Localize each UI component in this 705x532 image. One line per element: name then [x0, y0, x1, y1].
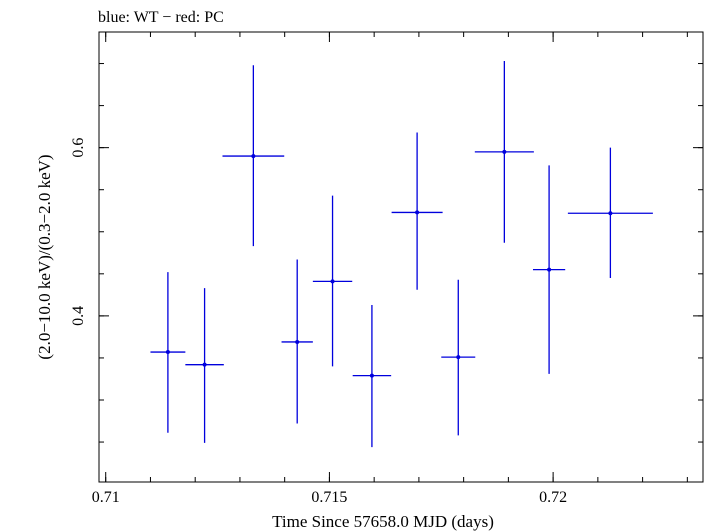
- chart-title: blue: WT − red: PC: [98, 9, 224, 26]
- data-point: [567, 147, 653, 279]
- point-marker: [502, 149, 507, 154]
- data-point: [312, 195, 353, 367]
- data-point: [391, 132, 443, 290]
- point-marker: [547, 267, 552, 272]
- x-tick-label: 0.715: [311, 489, 347, 506]
- data-point: [150, 272, 186, 433]
- point-marker: [608, 211, 613, 216]
- point-marker: [295, 339, 300, 344]
- point-marker: [456, 355, 461, 360]
- point-marker: [165, 350, 170, 355]
- point-marker: [251, 154, 256, 159]
- point-marker: [369, 373, 374, 378]
- data-points: [150, 61, 653, 448]
- point-marker: [330, 279, 335, 284]
- y-tick-label: 0.4: [70, 306, 87, 326]
- x-tick-label: 0.72: [539, 489, 567, 506]
- data-point: [441, 279, 476, 436]
- data-point: [352, 304, 392, 448]
- data-point: [222, 65, 285, 247]
- y-tick-label: 0.6: [70, 138, 87, 158]
- x-tick-label: 0.71: [92, 489, 120, 506]
- data-point: [185, 288, 224, 443]
- data-point: [532, 165, 566, 374]
- plot-frame: [98, 31, 704, 483]
- axis-ticks: 0.71 0.715 0.72 0.4 0.6: [70, 32, 703, 506]
- data-point: [281, 259, 313, 424]
- point-marker: [202, 362, 207, 367]
- y-axis-label: (2.0−10.0 keV)/(0.3−2.0 keV): [35, 154, 54, 359]
- x-axis-label: Time Since 57658.0 MJD (days): [272, 512, 494, 531]
- data-point: [474, 61, 534, 243]
- point-marker: [415, 210, 420, 215]
